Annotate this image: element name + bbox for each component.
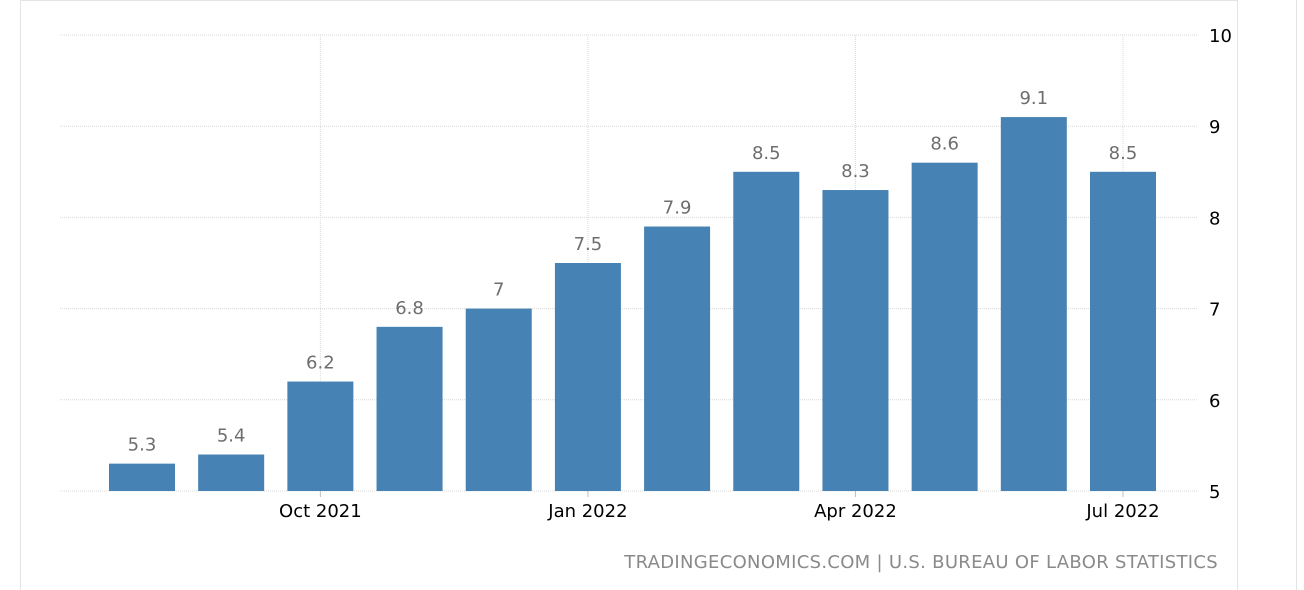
- data-label: 5.4: [217, 426, 246, 447]
- y-tick-label: 7: [1209, 300, 1220, 321]
- data-label: 8.6: [930, 134, 959, 155]
- bar-nov-2021: [376, 326, 443, 491]
- data-label: 8.5: [1109, 143, 1138, 164]
- x-tick-label: Jul 2022: [1085, 501, 1159, 522]
- axis-layer: 5 6 7 8 9 10 Oct 2021 Jan 2022 Apr 2022 Jul 2022: [279, 26, 1232, 522]
- y-tick-label: 8: [1209, 208, 1220, 229]
- data-label: 8.5: [752, 143, 781, 164]
- bar-jan-2022: [554, 263, 621, 491]
- bar-jun-2022: [1000, 117, 1067, 491]
- bar-jul-2022: [1090, 171, 1156, 492]
- bar-oct-2021: [287, 381, 354, 491]
- bar-sep-2021: [198, 454, 265, 491]
- bar-mar-2022: [733, 171, 800, 492]
- bar-apr-2022: [822, 190, 889, 492]
- page-edge-line: [1296, 0, 1297, 590]
- bar-layer: [109, 117, 1156, 492]
- y-tick-label: 6: [1209, 391, 1220, 412]
- bar-dec-2021: [465, 308, 532, 491]
- data-label: 7.9: [663, 198, 692, 219]
- x-tick-label: Jan 2022: [547, 501, 627, 522]
- data-label-layer: 5.3 5.4 6.2 6.8 7 7.5 7.9 8.5 8.3 8.6 9.1 8.5: [128, 88, 1138, 456]
- x-tick-label: Oct 2021: [279, 501, 362, 522]
- y-tick-label: 5: [1209, 482, 1220, 503]
- data-label: 7: [493, 280, 504, 301]
- source-credit: TRADINGECONOMICS.COM | U.S. BUREAU OF LA…: [624, 552, 1218, 573]
- data-label: 6.2: [306, 353, 335, 374]
- data-label: 5.3: [128, 435, 157, 456]
- y-tick-label: 9: [1209, 117, 1220, 138]
- data-label: 6.8: [395, 298, 424, 319]
- data-label: 7.5: [574, 234, 603, 255]
- y-tick-label: 10: [1209, 26, 1232, 47]
- data-label: 8.3: [841, 161, 870, 182]
- bar-aug-2021: [109, 463, 175, 491]
- chart-frame: [20, 0, 1238, 590]
- data-label: 9.1: [1019, 88, 1048, 109]
- bar-may-2022: [911, 162, 978, 491]
- x-tick-label: Apr 2022: [814, 501, 897, 522]
- bar-feb-2022: [644, 226, 711, 491]
